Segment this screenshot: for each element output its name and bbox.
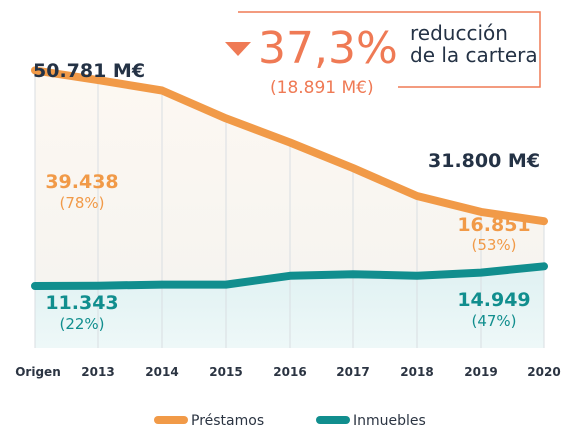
x-tick-2015: 2015 bbox=[209, 365, 242, 379]
gridlines bbox=[34, 70, 545, 348]
x-tick-2013: 2013 bbox=[81, 365, 114, 379]
prestamos-line bbox=[31, 66, 548, 226]
x-tick-2019: 2019 bbox=[464, 365, 497, 379]
x-tick-2020: 2020 bbox=[527, 365, 560, 379]
start-inmuebles-pct: (22%) bbox=[59, 315, 104, 333]
end-inmuebles-pct: (47%) bbox=[471, 312, 516, 330]
legend: Préstamos Inmuebles bbox=[154, 413, 426, 429]
inmuebles-line bbox=[31, 262, 548, 290]
end-prestamos-value: 16.851 bbox=[457, 214, 530, 236]
start-inmuebles-value: 11.343 bbox=[45, 292, 118, 314]
callout-frame bbox=[238, 11, 541, 88]
x-tick-origen: Origen bbox=[15, 365, 61, 379]
start-prestamos-pct: (78%) bbox=[59, 194, 104, 212]
end-prestamos-pct: (53%) bbox=[471, 236, 516, 254]
start-prestamos-value: 39.438 bbox=[45, 171, 118, 193]
end-total-label: 31.800 M€ bbox=[428, 150, 540, 172]
callout-line2: de la cartera bbox=[410, 43, 538, 67]
x-tick-2018: 2018 bbox=[400, 365, 433, 379]
callout-percent: 37,3% bbox=[258, 23, 398, 74]
callout-amount: (18.891 M€) bbox=[270, 78, 374, 98]
x-tick-2017: 2017 bbox=[336, 365, 369, 379]
callout-line1: reducción bbox=[410, 21, 508, 45]
x-axis-ticks: Origen 2013 2014 2015 2016 2017 2018 2019 2020 bbox=[15, 365, 560, 379]
x-tick-2016: 2016 bbox=[273, 365, 306, 379]
end-inmuebles-value: 14.949 bbox=[457, 289, 530, 311]
start-total-label: 50.781 M€ bbox=[33, 60, 145, 82]
legend-label-prestamos: Préstamos bbox=[191, 413, 264, 429]
legend-label-inmuebles: Inmuebles bbox=[353, 413, 426, 429]
x-tick-2014: 2014 bbox=[145, 365, 178, 379]
down-arrow-icon bbox=[225, 42, 251, 56]
